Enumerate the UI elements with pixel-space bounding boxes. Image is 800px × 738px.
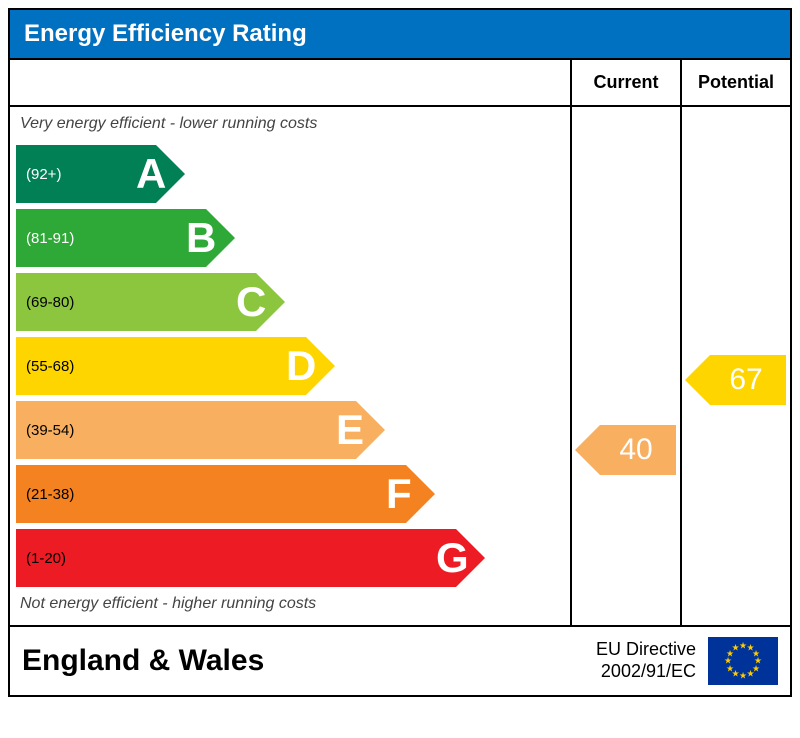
band-bar: (55-68)	[16, 337, 306, 395]
band-bar: (39-54)	[16, 401, 356, 459]
directive-line2: 2002/91/EC	[596, 661, 696, 683]
band-bar: (92+)	[16, 145, 156, 203]
footer-right: EU Directive 2002/91/EC ★★★★★★★★★★★★	[596, 637, 778, 685]
band-g: (1-20) G	[16, 529, 570, 587]
pointer-current: 40	[600, 425, 676, 475]
bands-area: Very energy efficient - lower running co…	[10, 107, 570, 625]
band-bar: (21-38)	[16, 465, 406, 523]
band-bar: (1-20)	[16, 529, 456, 587]
eu-star-icon: ★	[731, 643, 739, 654]
band-letter: B	[186, 214, 216, 262]
header-potential: Potential	[680, 60, 790, 105]
band-c: (69-80) C	[16, 273, 570, 331]
band-letter: G	[436, 534, 469, 582]
pointer-potential-value: 67	[729, 363, 762, 397]
band-letter: F	[386, 470, 412, 518]
caption-bottom: Not energy efficient - higher running co…	[10, 593, 570, 619]
caption-top: Very energy efficient - lower running co…	[10, 113, 570, 139]
directive-line1: EU Directive	[596, 639, 696, 661]
band-f: (21-38) F	[16, 465, 570, 523]
band-letter: C	[236, 278, 266, 326]
chart-title: Energy Efficiency Rating	[24, 20, 307, 47]
body-row: Very energy efficient - lower running co…	[10, 105, 790, 625]
band-a: (92+) A	[16, 145, 570, 203]
band-letter: D	[286, 342, 316, 390]
band-range: (81-91)	[16, 230, 74, 247]
band-letter: A	[136, 150, 166, 198]
footer-directive: EU Directive 2002/91/EC	[596, 639, 696, 682]
band-range: (92+)	[16, 166, 61, 183]
band-b: (81-91) B	[16, 209, 570, 267]
eu-flag-icon: ★★★★★★★★★★★★	[708, 637, 778, 685]
band-range: (1-20)	[16, 550, 66, 567]
band-range: (55-68)	[16, 358, 74, 375]
pointer-current-value: 40	[619, 433, 652, 467]
title-bar: Energy Efficiency Rating	[10, 10, 790, 58]
eu-star-icon: ★	[746, 668, 754, 679]
header-row: Current Potential	[10, 58, 790, 105]
epc-chart: Energy Efficiency Rating Current Potenti…	[8, 8, 792, 697]
column-current: 40	[570, 107, 680, 625]
band-range: (39-54)	[16, 422, 74, 439]
band-letter: E	[336, 406, 364, 454]
header-spacer	[10, 60, 570, 105]
band-range: (69-80)	[16, 294, 74, 311]
band-bar: (81-91)	[16, 209, 206, 267]
band-d: (55-68) D	[16, 337, 570, 395]
band-bar: (69-80)	[16, 273, 256, 331]
footer-region: England & Wales	[22, 644, 596, 678]
footer: England & Wales EU Directive 2002/91/EC …	[10, 625, 790, 695]
band-e: (39-54) E	[16, 401, 570, 459]
eu-star-icon: ★	[739, 671, 747, 682]
pointer-potential: 67	[710, 355, 786, 405]
column-potential: 67	[680, 107, 790, 625]
header-current: Current	[570, 60, 680, 105]
band-range: (21-38)	[16, 486, 74, 503]
